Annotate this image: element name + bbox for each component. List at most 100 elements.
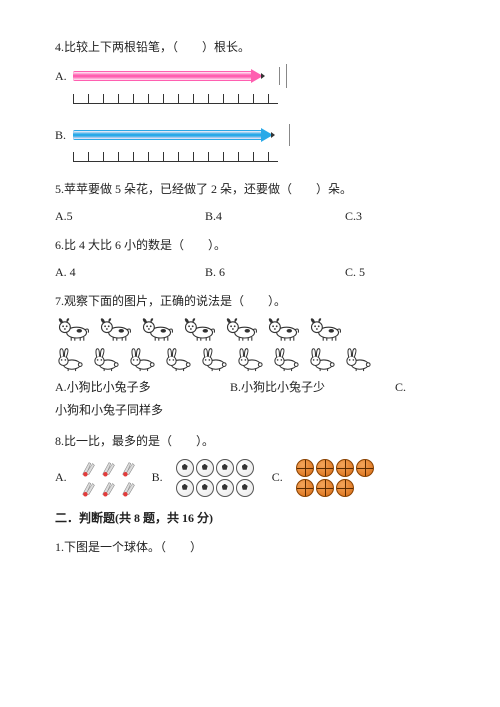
ruler-tick <box>103 152 104 162</box>
ruler-tick <box>88 152 89 162</box>
ruler-tick <box>163 94 164 104</box>
ruler-tick <box>268 94 269 104</box>
dog-icon <box>223 316 259 342</box>
q5-opt-b: B.4 <box>205 205 345 228</box>
q7-opt-a: A.小狗比小兔子多 <box>55 376 230 399</box>
rabbit-icon <box>343 346 373 372</box>
ruler-tick <box>208 94 209 104</box>
q5-text: 5.苹苹要做 5 朵花，已经做了 2 朵，还要做（ ）朵。 <box>55 178 450 201</box>
basketball-icon <box>336 479 354 497</box>
q6-opt-c: C. 5 <box>345 261 425 284</box>
ruler-tick <box>148 152 149 162</box>
pencil-b-label: B. <box>55 124 73 147</box>
q7-opt-c-cont: 小狗和小兔子同样多 <box>55 399 450 422</box>
soccer-ball-icon <box>216 479 234 497</box>
dogs-row <box>55 316 450 342</box>
q8-group-c <box>296 459 378 497</box>
measure-line <box>279 67 280 85</box>
soccer-ball-icon <box>176 459 194 477</box>
q7-opt-b: B.小狗比小兔子少 <box>230 376 395 399</box>
q6-text: 6.比 4 大比 6 小的数是（ ）。 <box>55 234 450 257</box>
rabbit-icon <box>235 346 265 372</box>
q5-options: A.5 B.4 C.3 <box>55 205 450 228</box>
ruler-tick <box>253 94 254 104</box>
dog-icon <box>181 316 217 342</box>
measure-line <box>286 64 287 88</box>
ruler-tick <box>133 94 134 104</box>
pencil-b <box>73 126 283 144</box>
ruler-tick <box>103 94 104 104</box>
rabbit-icon <box>271 346 301 372</box>
ruler-tick <box>238 94 239 104</box>
q8-opt-b-label: B. <box>152 466 163 489</box>
basketball-icon <box>336 459 354 477</box>
ruler-tick <box>238 152 239 162</box>
basketball-icon <box>316 459 334 477</box>
section2-title: 二．判断题(共 8 题，共 16 分) <box>55 507 450 530</box>
ruler-tick <box>178 152 179 162</box>
ruler-b <box>73 152 278 168</box>
dog-icon <box>307 316 343 342</box>
shuttlecock-icon <box>100 459 118 477</box>
soccer-ball-icon <box>236 459 254 477</box>
q7-options-row1: A.小狗比小兔子多 B.小狗比小兔子少 C. <box>55 376 450 399</box>
q8-opt-c-label: C. <box>272 466 283 489</box>
soccer-ball-icon <box>196 459 214 477</box>
q5-opt-c: C.3 <box>345 205 425 228</box>
shuttlecock-icon <box>100 479 118 497</box>
q8-options: A. B. C. <box>55 459 450 497</box>
ruler-a <box>73 94 278 110</box>
q6-opt-a: A. 4 <box>55 261 205 284</box>
ruler-tick <box>73 94 74 104</box>
dog-icon <box>139 316 175 342</box>
ruler-tick <box>268 152 269 162</box>
q4-figure: A. B. <box>55 65 450 169</box>
q8-text: 8.比一比，最多的是（ ）。 <box>55 430 450 453</box>
pencil-a-label: A. <box>55 65 73 88</box>
q8-group-b <box>176 459 258 497</box>
q6-opt-b: B. 6 <box>205 261 345 284</box>
rabbit-icon <box>199 346 229 372</box>
ruler-tick <box>193 94 194 104</box>
soccer-ball-icon <box>216 459 234 477</box>
soccer-ball-icon <box>176 479 194 497</box>
q7-opt-c-prefix: C. <box>395 376 406 399</box>
shuttlecock-icon <box>120 459 138 477</box>
ruler-tick <box>118 152 119 162</box>
rabbit-icon <box>55 346 85 372</box>
dog-icon <box>97 316 133 342</box>
basketball-icon <box>296 459 314 477</box>
ruler-tick <box>133 152 134 162</box>
dog-icon <box>265 316 301 342</box>
q8-group-a <box>80 459 138 497</box>
shuttlecock-icon <box>80 459 98 477</box>
rabbit-icon <box>91 346 121 372</box>
rabbit-icon <box>307 346 337 372</box>
ruler-tick <box>148 94 149 104</box>
pencil-b-row: B. <box>55 124 450 147</box>
ruler-tick <box>118 94 119 104</box>
rabbit-icon <box>127 346 157 372</box>
ruler-tick <box>223 152 224 162</box>
shuttlecock-icon <box>120 479 138 497</box>
ruler-tick <box>253 152 254 162</box>
q4-text: 4.比较上下两根铅笔，（ ）根长。 <box>55 36 450 59</box>
ruler-tick <box>73 152 74 162</box>
soccer-ball-icon <box>196 479 214 497</box>
ruler-tick <box>223 94 224 104</box>
measure-line <box>289 124 290 146</box>
pencil-a-row: A. <box>55 65 450 88</box>
basketball-icon <box>296 479 314 497</box>
rabbit-icon <box>163 346 193 372</box>
ruler-tick <box>178 94 179 104</box>
ruler-tick <box>193 152 194 162</box>
s2-q1-text: 1.下图是一个球体。（ ） <box>55 536 450 559</box>
rabbits-row <box>55 346 450 372</box>
q6-options: A. 4 B. 6 C. 5 <box>55 261 450 284</box>
q5-opt-a: A.5 <box>55 205 205 228</box>
shuttlecock-icon <box>80 479 98 497</box>
basketball-icon <box>356 459 374 477</box>
q8-opt-a-label: A. <box>55 466 67 489</box>
ruler-tick <box>208 152 209 162</box>
dog-icon <box>55 316 91 342</box>
